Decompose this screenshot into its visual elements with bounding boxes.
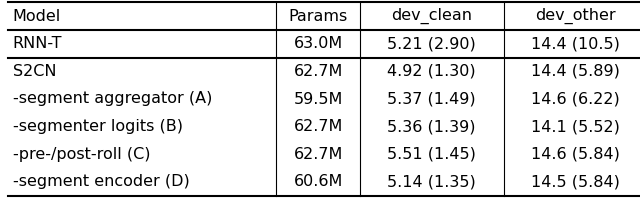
Text: Model: Model [13, 9, 61, 24]
Text: -pre-/post-roll (C): -pre-/post-roll (C) [13, 147, 150, 162]
Text: 14.4 (5.89): 14.4 (5.89) [531, 64, 620, 79]
Text: dev_clean: dev_clean [391, 8, 472, 24]
Text: 14.1 (5.52): 14.1 (5.52) [531, 119, 620, 134]
Text: 14.6 (6.22): 14.6 (6.22) [531, 91, 620, 107]
Text: 60.6M: 60.6M [293, 174, 343, 189]
Text: 5.14 (1.35): 5.14 (1.35) [387, 174, 476, 189]
Text: 63.0M: 63.0M [294, 36, 342, 51]
Text: 14.6 (5.84): 14.6 (5.84) [531, 147, 620, 162]
Text: 14.4 (10.5): 14.4 (10.5) [531, 36, 620, 51]
Text: 59.5M: 59.5M [293, 91, 343, 107]
Text: 4.92 (1.30): 4.92 (1.30) [387, 64, 476, 79]
Text: RNN-T: RNN-T [13, 36, 62, 51]
Text: 62.7M: 62.7M [293, 64, 343, 79]
Text: Params: Params [289, 9, 348, 24]
Text: -segmenter logits (B): -segmenter logits (B) [13, 119, 183, 134]
Text: 62.7M: 62.7M [293, 147, 343, 162]
Text: 62.7M: 62.7M [293, 119, 343, 134]
Text: 14.5 (5.84): 14.5 (5.84) [531, 174, 620, 189]
Text: 5.36 (1.39): 5.36 (1.39) [387, 119, 476, 134]
Text: dev_other: dev_other [536, 8, 616, 24]
Text: S2CN: S2CN [13, 64, 56, 79]
Text: 5.21 (2.90): 5.21 (2.90) [387, 36, 476, 51]
Text: 5.37 (1.49): 5.37 (1.49) [387, 91, 476, 107]
Text: -segment aggregator (A): -segment aggregator (A) [13, 91, 212, 107]
Text: 5.51 (1.45): 5.51 (1.45) [387, 147, 476, 162]
Text: -segment encoder (D): -segment encoder (D) [13, 174, 189, 189]
